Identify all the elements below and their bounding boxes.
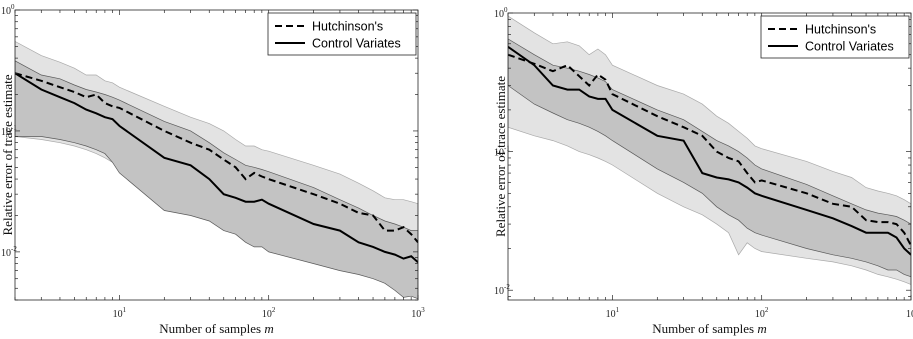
tick-base: 10 bbox=[755, 309, 765, 320]
tick-exponent: 1 bbox=[616, 306, 620, 314]
line-series-2 bbox=[15, 72, 418, 264]
line-series-2 bbox=[508, 45, 911, 256]
x-tick-label: 102 bbox=[262, 306, 276, 320]
band-series-2 bbox=[15, 60, 418, 300]
plot-area bbox=[15, 41, 418, 300]
tick-exponent: -1 bbox=[504, 145, 510, 153]
axes-box bbox=[507, 12, 912, 301]
tick-base: 10 bbox=[262, 309, 272, 320]
x-tick-label: 103 bbox=[411, 306, 425, 320]
y-tick-label: 100 bbox=[1, 3, 15, 17]
tick-exponent: -2 bbox=[11, 245, 17, 253]
x-tick-label: 102 bbox=[755, 306, 769, 320]
x-axis-title: Number of samples m bbox=[652, 321, 766, 336]
legend-label: Hutchinson's bbox=[805, 23, 876, 37]
y-tick-label: 10-1 bbox=[494, 145, 510, 159]
tick-base: 10 bbox=[1, 6, 11, 17]
y-axis-title: Relative error of trace estimate bbox=[493, 76, 508, 237]
tick-exponent: 2 bbox=[765, 306, 769, 314]
legend-label: Hutchinson's bbox=[312, 20, 383, 34]
tick-base: 10 bbox=[494, 286, 504, 297]
tick-exponent: 0 bbox=[11, 3, 15, 11]
legend-label: Control Variates bbox=[312, 37, 401, 51]
tick-base: 10 bbox=[411, 309, 421, 320]
legend-label: Control Variates bbox=[805, 40, 894, 54]
axes-box bbox=[14, 9, 419, 301]
tick-base: 10 bbox=[1, 127, 11, 138]
tick-exponent: 3 bbox=[421, 306, 425, 314]
x-tick-label: 101 bbox=[113, 306, 127, 320]
tick-exponent: 1 bbox=[123, 306, 127, 314]
tick-exponent: 0 bbox=[504, 6, 508, 14]
plot-area bbox=[508, 15, 911, 285]
y-tick-label: 10-2 bbox=[1, 245, 17, 259]
legend: Hutchinson's Control Variates bbox=[760, 15, 910, 59]
tick-exponent: 2 bbox=[272, 306, 276, 314]
tick-base: 10 bbox=[494, 148, 504, 159]
legend-box bbox=[760, 15, 910, 59]
line-series-1 bbox=[508, 53, 911, 247]
tick-exponent: -2 bbox=[504, 283, 510, 291]
legend-box bbox=[267, 12, 417, 56]
y-tick-label: 10-2 bbox=[494, 283, 510, 297]
line-series-1 bbox=[15, 72, 418, 243]
x-axis-title: Number of samples m bbox=[159, 321, 273, 336]
tick-base: 10 bbox=[906, 309, 913, 320]
y-tick-label: 10-1 bbox=[1, 124, 17, 138]
x-tick-label: 10 bbox=[906, 309, 913, 320]
tick-base: 10 bbox=[1, 248, 11, 259]
y-tick-label: 100 bbox=[494, 6, 508, 20]
band-series-2 bbox=[508, 38, 911, 278]
legend: Hutchinson's Control Variates bbox=[267, 12, 417, 56]
tick-exponent: -1 bbox=[11, 124, 17, 132]
tick-base: 10 bbox=[113, 309, 123, 320]
x-tick-label: 101 bbox=[606, 306, 620, 320]
tick-base: 10 bbox=[606, 309, 616, 320]
y-axis-title: Relative error of trace estimate bbox=[0, 74, 15, 235]
tick-base: 10 bbox=[494, 9, 504, 20]
